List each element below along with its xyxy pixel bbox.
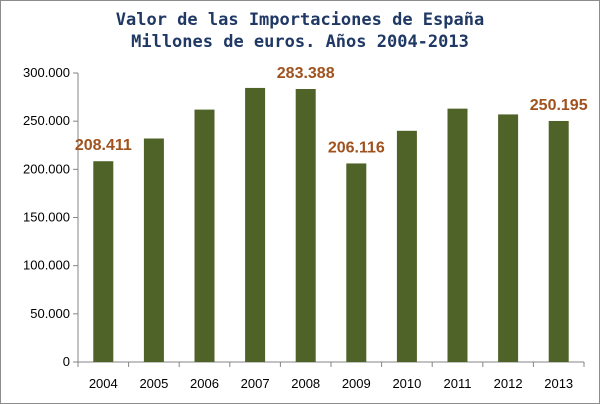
chart-subtitle: Millones de euros. Años 2004-2013 — [131, 32, 469, 52]
x-tick-label: 2011 — [444, 376, 472, 391]
bar-2008 — [295, 89, 316, 362]
x-tick-label: 2007 — [241, 376, 270, 391]
x-tick-label: 2004 — [89, 376, 118, 391]
bar-2007 — [245, 87, 266, 362]
y-tick-label: 250.000 — [23, 113, 70, 128]
x-tick-label: 2006 — [190, 376, 219, 391]
x-tick-label: 2005 — [139, 376, 168, 391]
bar-2006 — [194, 109, 215, 363]
bars-group — [93, 87, 569, 363]
y-tick-label: 200.000 — [23, 161, 70, 176]
chart-title: Valor de las Importaciones de España — [115, 10, 485, 30]
x-tick-label: 2008 — [291, 376, 320, 391]
y-tick-label: 150.000 — [23, 210, 70, 225]
bar-2009 — [346, 163, 367, 362]
data-label-2013: 250.195 — [530, 97, 588, 114]
bar-2010 — [396, 130, 417, 362]
bar-2013 — [548, 120, 569, 362]
y-tick-label: 0 — [63, 354, 70, 369]
labels-group: 208.411 283.388 206.116 250.195 — [75, 65, 588, 156]
data-label-2004: 208.411 — [75, 137, 132, 154]
chart-title-block: Valor de las Importaciones de España Mil… — [1, 9, 599, 53]
x-tick-label: 2012 — [494, 376, 523, 391]
y-tick-label: 300.000 — [23, 65, 70, 80]
bar-2012 — [498, 114, 519, 362]
bar-2011 — [447, 108, 468, 362]
data-label-2009: 206.116 — [328, 139, 385, 156]
bar-2004 — [93, 161, 114, 362]
y-tick-label: 100.000 — [23, 258, 70, 273]
x-tick-label: 2009 — [342, 376, 371, 391]
x-tick-label: 2013 — [544, 376, 573, 391]
axes: 0 50.000 100.000 150.000 200.000 250.000 300.0… — [23, 65, 585, 391]
x-tick-label: 2010 — [392, 376, 421, 391]
y-tick-label: 50.000 — [30, 306, 70, 321]
data-label-2008: 283.388 — [277, 65, 335, 82]
bar-2005 — [143, 138, 164, 362]
